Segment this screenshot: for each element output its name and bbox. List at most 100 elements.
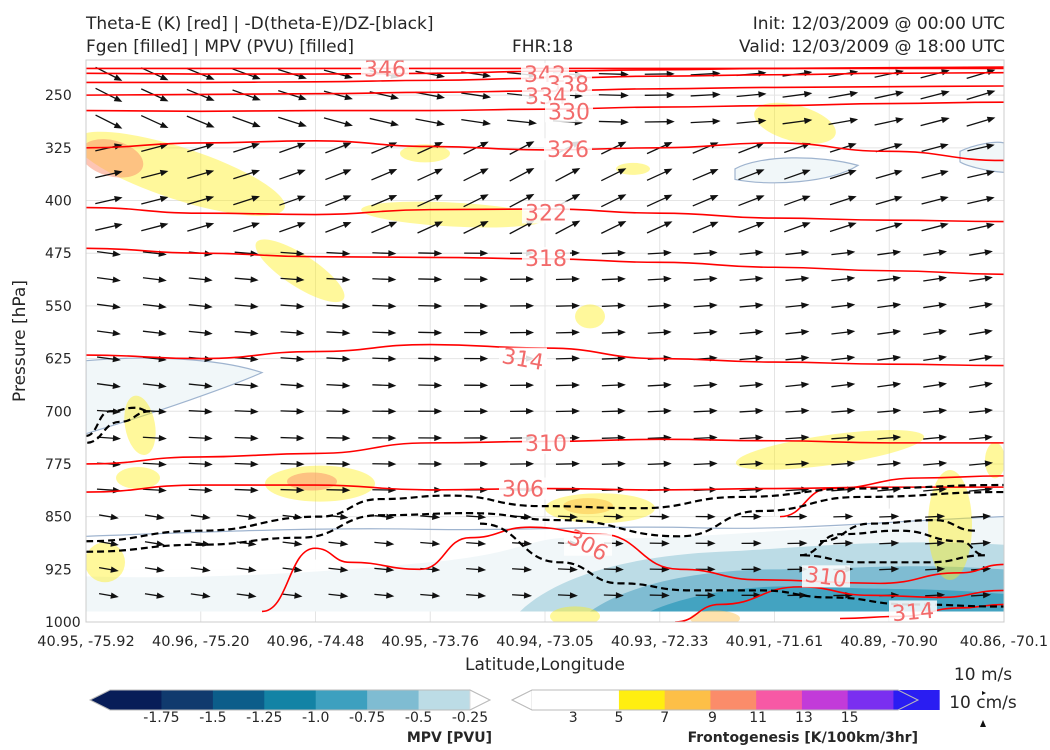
wind-arrow: [647, 275, 672, 283]
wind-arrow: [232, 116, 261, 128]
wind-arrow: [280, 355, 305, 363]
ddz-contour: [799, 529, 986, 564]
wind-arrow: [464, 302, 489, 310]
wind-arrow: [234, 329, 259, 337]
ddz-contour: [819, 519, 976, 543]
x-tick-label: 40.96, -74.48: [267, 634, 364, 650]
wind-arrow: [923, 460, 948, 467]
wind-arrow: [326, 302, 351, 310]
wind-arrow: [649, 513, 670, 520]
wind-arrow: [644, 91, 675, 99]
wind-arrow: [280, 460, 305, 468]
wind-arrow: [233, 195, 260, 206]
wind-arrow: [326, 408, 351, 415]
wind-key-arrow: [982, 691, 986, 695]
wind-arrow: [647, 407, 672, 415]
wind-arrow: [418, 302, 443, 310]
wind-arrow: [829, 222, 857, 233]
wind-arrow: [644, 118, 675, 125]
wind-arrow: [417, 221, 443, 234]
wind-arrow: [418, 355, 443, 362]
wind-arrow: [233, 222, 260, 233]
wind-arrow: [921, 169, 949, 179]
wind-arrow: [741, 566, 762, 573]
wind-arrow: [282, 540, 303, 547]
wind-arrow: [466, 566, 487, 573]
y-tick-label: 700: [45, 404, 72, 420]
mpv-colorbar-label: MPV [PVU]: [407, 730, 492, 746]
wind-arrow: [741, 540, 762, 547]
wind-arrow: [328, 592, 349, 599]
wind-arrow: [555, 167, 581, 182]
wind-arrow: [144, 513, 165, 521]
ddz-contour: [86, 490, 1004, 553]
wind-arrow: [969, 249, 993, 256]
wind-arrow: [188, 486, 213, 494]
fgen-fill: [400, 144, 450, 163]
wind-arrow: [739, 302, 764, 309]
wind-arrow: [923, 302, 948, 309]
wind-arrow: [188, 276, 213, 283]
wind-arrow: [557, 592, 578, 599]
wind-arrow: [649, 592, 670, 599]
wind-arrow: [969, 302, 993, 309]
wind-arrow: [785, 249, 810, 256]
wind-arrow: [829, 195, 857, 206]
wind-arrow: [374, 513, 395, 521]
wind-arrow: [420, 513, 441, 520]
fgen-fill: [86, 542, 125, 583]
wind-arrow: [371, 221, 398, 234]
theta-e-contour: [674, 586, 1004, 622]
wind-arrow: [466, 540, 487, 547]
wind-arrow: [739, 381, 764, 389]
wind-arrow: [418, 408, 443, 415]
wind-arrow: [601, 329, 626, 336]
wind-arrow: [831, 407, 856, 415]
wind-arrow: [921, 143, 949, 152]
wind-arrow: [279, 222, 306, 233]
wind-arrow: [461, 92, 491, 100]
wind-arrow: [236, 566, 257, 573]
theta-e-label: 314: [891, 599, 935, 628]
wind-arrow: [187, 195, 215, 206]
wind-arrow: [693, 407, 718, 415]
wind-key-label: 10 m/s: [954, 665, 1012, 685]
wind-arrow: [785, 434, 810, 441]
wind-arrow: [969, 328, 993, 336]
colorbar-tick-label: 7: [660, 710, 669, 726]
wind-arrow: [279, 142, 306, 154]
wind-arrow: [971, 591, 992, 599]
wind-arrow: [372, 355, 397, 362]
wind-arrow: [463, 220, 489, 234]
wind-arrow: [741, 513, 762, 520]
wind-arrow: [967, 222, 995, 231]
plot-frame: [85, 59, 1005, 623]
wind-arrow: [923, 486, 948, 493]
wind-arrow: [371, 169, 398, 181]
title-line-2: Fgen [filled] | MPV (PVU) [filled]: [86, 37, 355, 57]
wind-arrow: [144, 566, 165, 573]
wind-arrow: [234, 460, 259, 468]
wind-arrow: [601, 194, 627, 208]
wind-arrow: [877, 249, 902, 256]
wind-arrow: [418, 434, 443, 442]
wind-arrow: [369, 117, 399, 127]
wind-arrow: [969, 381, 993, 388]
ddz-contours: [86, 406, 1004, 608]
wind-arrow: [234, 434, 259, 442]
wind-arrow: [418, 460, 443, 468]
wind-arrow: [923, 407, 948, 415]
wind-arrow: [372, 329, 397, 336]
wind-arrow: [601, 168, 627, 182]
wind-arrow: [695, 566, 716, 573]
wind-arrow: [372, 276, 397, 283]
wind-arrow: [785, 302, 810, 309]
wind-arrow: [695, 513, 716, 520]
wind-arrow: [280, 434, 305, 442]
wind-arrow: [695, 540, 716, 547]
wind-arrow: [877, 460, 902, 467]
wind-arrow: [280, 302, 305, 310]
wind-arrow: [831, 302, 856, 309]
x-axis-label: Latitude,Longitude: [465, 655, 625, 675]
wind-arrow: [509, 193, 535, 208]
